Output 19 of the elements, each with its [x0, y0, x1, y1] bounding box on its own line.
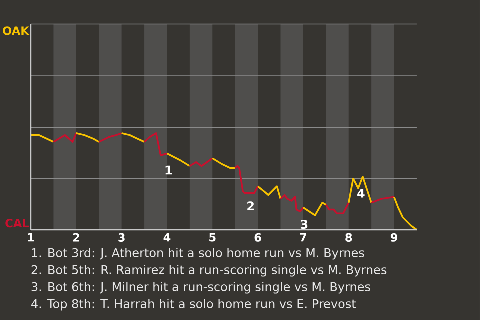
annotation: 4 — [358, 189, 365, 198]
text: 1. Bot 3rd: J. Atherton hit a solo home run vs M. Byrnes — [32, 248, 364, 260]
text: 4. Top 8th: T. Harrah hit a solo home run vs E. Prevost — [32, 299, 356, 311]
x-tick-label: 9 — [390, 233, 398, 242]
text: OAK — [3, 26, 30, 36]
x-tick-label: 4 — [164, 233, 171, 242]
x-tick-label: 2 — [73, 233, 80, 242]
x-tick-label: 1 — [28, 233, 34, 242]
text: CAL — [6, 219, 30, 228]
text: 3. Bot 6th: J. Milner hit a run-scoring single vs M. Byrnes — [32, 282, 370, 294]
x-tick-label: 5 — [210, 233, 216, 242]
x-tick-label: 7 — [300, 233, 306, 242]
x-tick-label: 3 — [118, 233, 125, 242]
annotation: 2 — [248, 202, 254, 211]
text: 2. Bot 5th: R. Ramirez hit a run-scoring single vs M. Byrnes — [32, 265, 387, 277]
x-tick-label: 8 — [346, 233, 352, 242]
x-tick-label: 6 — [254, 233, 262, 242]
annotation: 3 — [301, 220, 308, 230]
annotation: 1 — [166, 166, 172, 175]
